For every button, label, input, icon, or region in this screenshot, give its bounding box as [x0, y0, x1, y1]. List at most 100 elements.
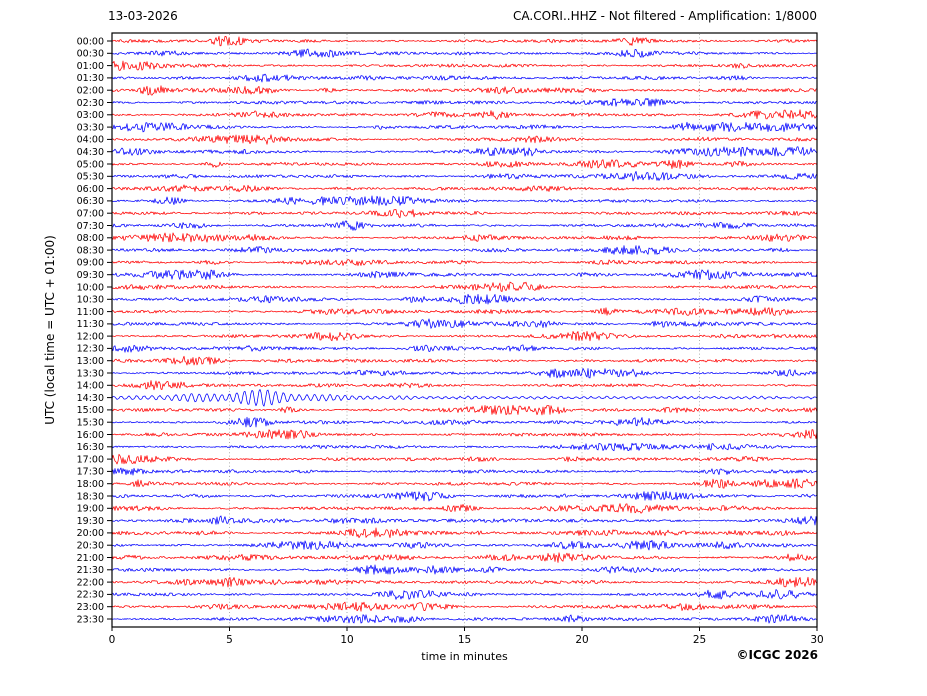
seismic-trace-row [111, 232, 818, 243]
x-axis-label: time in minutes [421, 650, 508, 663]
row-time-label: 09:00 [77, 258, 104, 269]
seismic-trace-row [111, 60, 818, 71]
seismic-trace-row [112, 220, 818, 231]
seismic-trace-row [111, 48, 818, 58]
row-time-label: 18:30 [77, 491, 104, 502]
row-time-label: 08:00 [77, 233, 104, 244]
seismic-trace-row [111, 318, 818, 329]
row-time-label: 11:00 [77, 307, 104, 318]
x-tick-label: 10 [340, 634, 353, 646]
seismic-trace-row [111, 552, 818, 563]
station-title: CA.CORI..HHZ - Not filtered - Amplificat… [513, 9, 817, 23]
seismic-trace-row [111, 539, 818, 551]
row-time-label: 18:00 [77, 479, 104, 490]
row-time-label: 01:00 [77, 61, 104, 72]
row-time-label: 20:30 [77, 541, 104, 552]
seismic-trace-row [111, 269, 818, 280]
row-time-label: 13:30 [77, 368, 104, 379]
row-time-label: 05:30 [77, 172, 104, 183]
seismic-trace-row [111, 73, 818, 83]
row-time-label: 03:00 [77, 110, 104, 121]
date-title: 13-03-2026 [108, 9, 178, 23]
row-time-label: 20:00 [77, 528, 104, 539]
row-time-label: 16:30 [77, 442, 104, 453]
seismic-trace-row [112, 195, 818, 206]
seismic-trace-row [111, 109, 818, 120]
row-time-label: 06:00 [77, 184, 104, 195]
seismic-trace-row [111, 98, 818, 107]
row-time-label: 21:00 [77, 553, 104, 564]
seismic-trace-row [111, 404, 818, 416]
x-tick-label: 25 [693, 634, 706, 646]
seismic-trace-row [111, 576, 818, 588]
seismic-trace-row [111, 589, 818, 600]
x-tick-label: 30 [810, 634, 823, 646]
seismic-trace-row [111, 344, 818, 353]
row-time-label: 14:30 [77, 393, 104, 404]
row-time-label: 07:30 [77, 221, 104, 232]
row-time-label: 17:00 [77, 454, 104, 465]
seismic-trace-row [111, 601, 818, 612]
row-time-label: 00:30 [77, 49, 104, 60]
seismic-trace-row [111, 209, 818, 219]
seismic-trace-row [111, 442, 818, 452]
row-time-label: 10:00 [77, 282, 104, 293]
row-time-label: 00:00 [77, 36, 104, 47]
seismic-trace-row [111, 134, 818, 145]
row-time-label: 10:30 [77, 295, 104, 306]
row-time-label: 08:30 [77, 245, 104, 256]
x-tick-label: 15 [458, 634, 471, 646]
row-time-label: 15:00 [77, 405, 104, 416]
row-time-label: 02:30 [77, 98, 104, 109]
row-time-label: 01:30 [77, 73, 104, 84]
seismic-trace-row [111, 121, 818, 133]
row-time-label: 04:30 [77, 147, 104, 158]
seismic-trace-row [111, 389, 818, 407]
seismic-trace-row [111, 467, 818, 476]
seismic-trace-row [111, 35, 818, 47]
copyright: ©ICGC 2026 [736, 648, 818, 662]
x-tick-label: 0 [109, 634, 116, 646]
seismic-trace-row [111, 307, 818, 316]
seismic-trace-row [111, 171, 818, 182]
seismic-trace-row [111, 478, 818, 489]
row-time-label: 04:00 [77, 135, 104, 146]
row-time-label: 21:30 [77, 565, 104, 576]
row-time-label: 19:30 [77, 516, 104, 527]
seismic-trace-row [111, 490, 818, 502]
row-time-label: 17:30 [77, 467, 104, 478]
seismic-trace-row [111, 159, 818, 170]
x-tick-label: 5 [226, 634, 233, 646]
seismic-trace-row [111, 416, 818, 428]
row-time-label: 22:00 [77, 577, 104, 588]
row-time-label: 07:00 [77, 209, 104, 220]
seismic-trace-row [111, 380, 818, 391]
seismic-trace-row [111, 503, 818, 514]
seismic-trace-row [111, 453, 818, 465]
row-time-label: 13:00 [77, 356, 104, 367]
row-time-label: 19:00 [77, 504, 104, 515]
seismic-trace-row [111, 293, 818, 305]
seismic-trace-row [111, 515, 818, 526]
seismic-trace-row [111, 245, 818, 255]
seismic-trace-row [111, 527, 818, 539]
row-time-label: 03:30 [77, 122, 104, 133]
seismic-trace-row [111, 85, 817, 96]
seismic-trace-row [111, 331, 818, 342]
seismic-trace-row [111, 355, 818, 366]
seismic-trace-row [112, 564, 818, 575]
row-time-label: 02:00 [77, 86, 104, 97]
row-time-label: 12:30 [77, 344, 104, 355]
row-time-label: 16:00 [77, 430, 104, 441]
seismic-trace-row [111, 146, 818, 157]
x-tick-label: 20 [575, 634, 588, 646]
row-time-label: 05:00 [77, 159, 104, 170]
seismic-trace-row [111, 184, 818, 193]
seismic-trace-row [111, 368, 818, 379]
row-time-label: 23:00 [77, 602, 104, 613]
row-time-label: 23:30 [77, 614, 104, 625]
row-time-label: 06:30 [77, 196, 104, 207]
row-time-label: 12:00 [77, 331, 104, 342]
